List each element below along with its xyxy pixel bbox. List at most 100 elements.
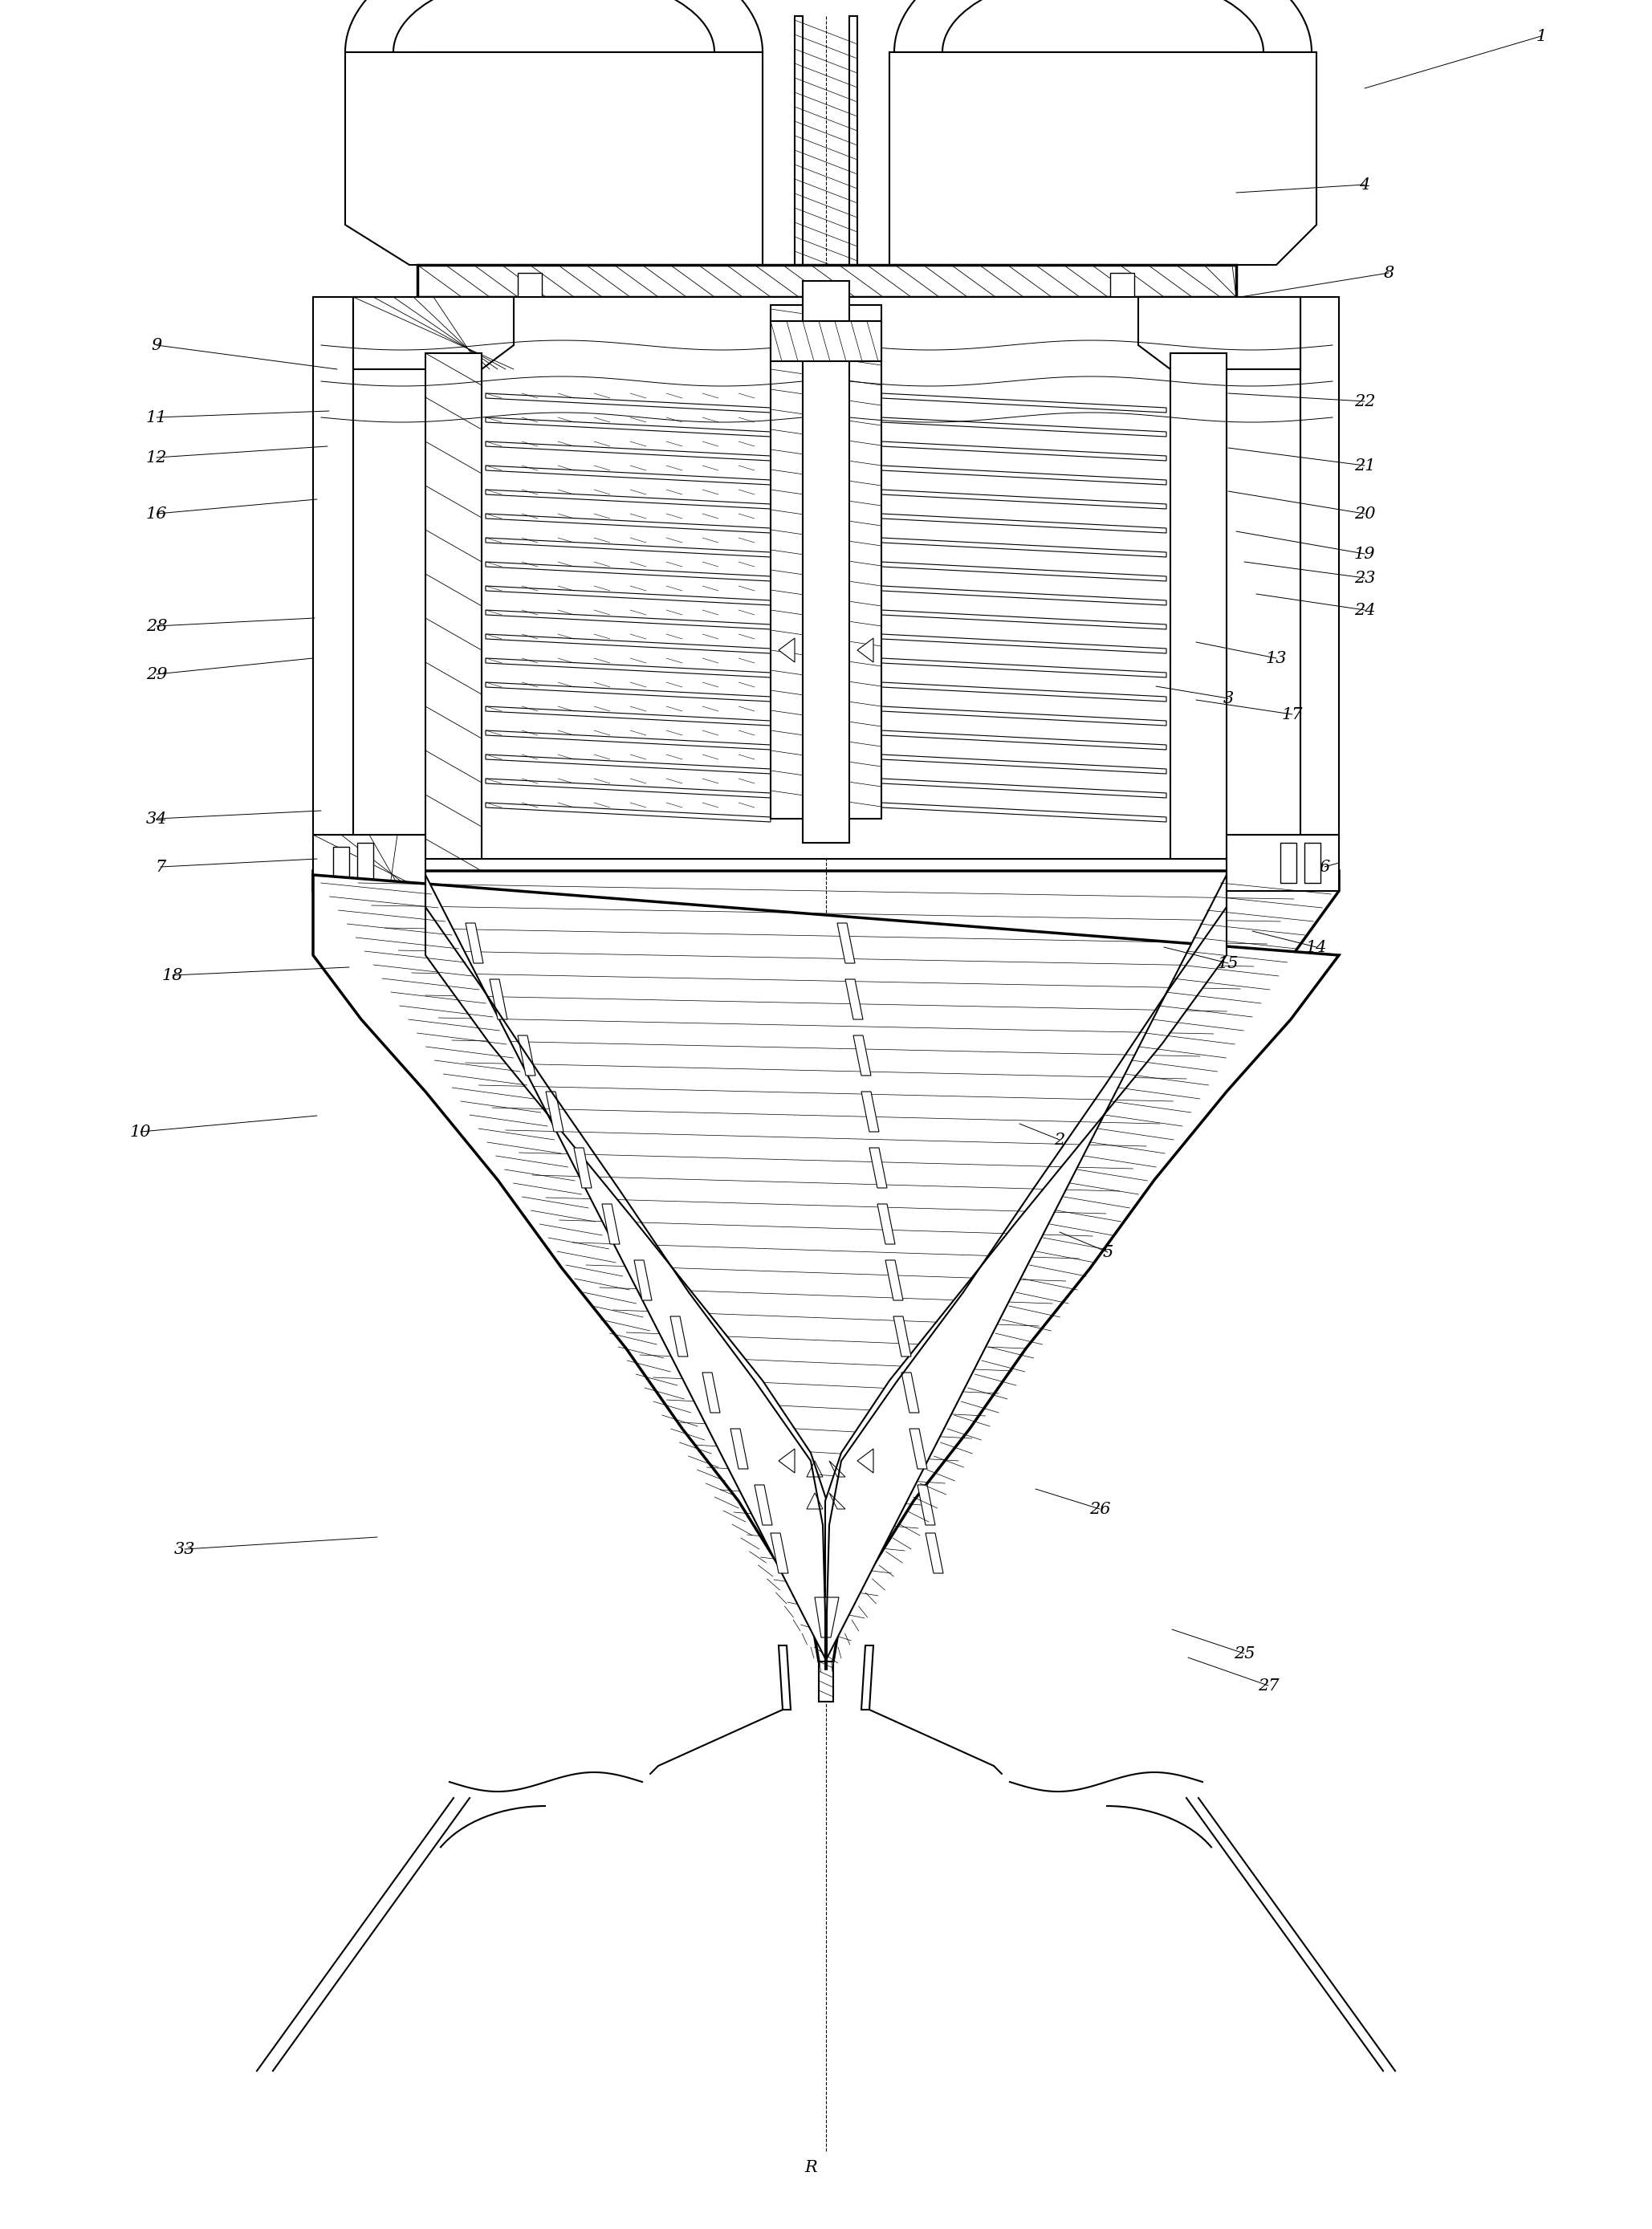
Polygon shape (882, 441, 1166, 461)
Polygon shape (902, 1373, 919, 1413)
Polygon shape (426, 352, 482, 858)
Polygon shape (849, 16, 857, 321)
Polygon shape (882, 682, 1166, 702)
Text: 21: 21 (1355, 457, 1374, 473)
Polygon shape (545, 1092, 563, 1132)
Polygon shape (882, 513, 1166, 533)
Text: 28: 28 (145, 617, 167, 633)
Polygon shape (861, 1092, 879, 1132)
Polygon shape (882, 611, 1166, 629)
Polygon shape (857, 637, 874, 662)
Polygon shape (925, 1534, 943, 1574)
Polygon shape (418, 51, 763, 265)
Polygon shape (354, 296, 514, 370)
Polygon shape (882, 537, 1166, 557)
Polygon shape (770, 321, 882, 361)
Polygon shape (1280, 843, 1297, 883)
Polygon shape (1305, 843, 1320, 883)
Text: 15: 15 (1218, 956, 1239, 972)
Text: 6: 6 (1320, 858, 1330, 874)
Polygon shape (857, 1449, 874, 1473)
Text: 26: 26 (1089, 1502, 1110, 1516)
Text: 13: 13 (1265, 651, 1287, 666)
Polygon shape (826, 876, 1226, 1661)
Text: 24: 24 (1355, 602, 1374, 617)
Polygon shape (838, 923, 854, 963)
Polygon shape (486, 633, 770, 653)
Polygon shape (486, 417, 770, 437)
Text: 12: 12 (145, 450, 167, 466)
Polygon shape (601, 1204, 620, 1244)
Polygon shape (778, 1645, 791, 1710)
Text: 16: 16 (145, 506, 167, 522)
Polygon shape (889, 51, 1317, 265)
Polygon shape (882, 392, 1166, 412)
Text: 23: 23 (1355, 571, 1374, 586)
Polygon shape (486, 537, 770, 557)
Polygon shape (489, 979, 507, 1019)
Polygon shape (882, 562, 1166, 582)
Polygon shape (486, 392, 770, 412)
Text: R: R (805, 2160, 818, 2176)
Polygon shape (755, 1485, 771, 1525)
Polygon shape (882, 633, 1166, 653)
Polygon shape (486, 802, 770, 823)
Polygon shape (882, 466, 1166, 486)
Polygon shape (910, 1429, 927, 1469)
Polygon shape (334, 847, 349, 878)
Polygon shape (1170, 352, 1226, 858)
Text: 1: 1 (1536, 29, 1546, 45)
Polygon shape (486, 611, 770, 629)
Polygon shape (885, 1259, 904, 1300)
Text: 22: 22 (1355, 395, 1374, 408)
Polygon shape (671, 1317, 687, 1357)
Polygon shape (819, 1661, 833, 1701)
Text: 11: 11 (145, 410, 167, 426)
Polygon shape (1110, 272, 1135, 296)
Polygon shape (314, 296, 354, 867)
Polygon shape (730, 1429, 748, 1469)
Polygon shape (882, 490, 1166, 508)
Text: 10: 10 (131, 1123, 150, 1139)
Polygon shape (889, 51, 1236, 265)
Polygon shape (877, 1204, 895, 1244)
Text: 20: 20 (1355, 506, 1374, 522)
Text: 17: 17 (1282, 707, 1303, 722)
Polygon shape (486, 778, 770, 798)
Polygon shape (770, 305, 882, 818)
Polygon shape (314, 872, 1338, 1670)
Polygon shape (1226, 836, 1338, 892)
Text: 25: 25 (1234, 1645, 1256, 1661)
Text: 3: 3 (1222, 691, 1234, 707)
Polygon shape (882, 778, 1166, 798)
Polygon shape (314, 836, 426, 892)
Text: 9: 9 (152, 337, 162, 352)
Polygon shape (814, 1598, 839, 1638)
Text: 34: 34 (145, 811, 167, 827)
Polygon shape (854, 1036, 871, 1077)
Polygon shape (1300, 296, 1338, 867)
Text: 8: 8 (1383, 265, 1394, 281)
Polygon shape (486, 513, 770, 533)
Polygon shape (846, 979, 862, 1019)
Polygon shape (795, 16, 803, 321)
Polygon shape (803, 281, 849, 843)
Polygon shape (778, 637, 795, 662)
Polygon shape (486, 658, 770, 678)
Polygon shape (882, 658, 1166, 678)
Text: 14: 14 (1305, 938, 1327, 954)
Polygon shape (882, 802, 1166, 823)
Polygon shape (345, 51, 763, 265)
Polygon shape (882, 753, 1166, 773)
Polygon shape (869, 1148, 887, 1188)
Text: 33: 33 (173, 1542, 195, 1556)
Text: 4: 4 (1360, 176, 1370, 192)
Polygon shape (486, 682, 770, 702)
Polygon shape (517, 1036, 535, 1077)
Polygon shape (573, 1148, 591, 1188)
Polygon shape (882, 586, 1166, 606)
Polygon shape (486, 586, 770, 606)
Polygon shape (882, 731, 1166, 749)
Polygon shape (314, 876, 1338, 1670)
Polygon shape (486, 490, 770, 508)
